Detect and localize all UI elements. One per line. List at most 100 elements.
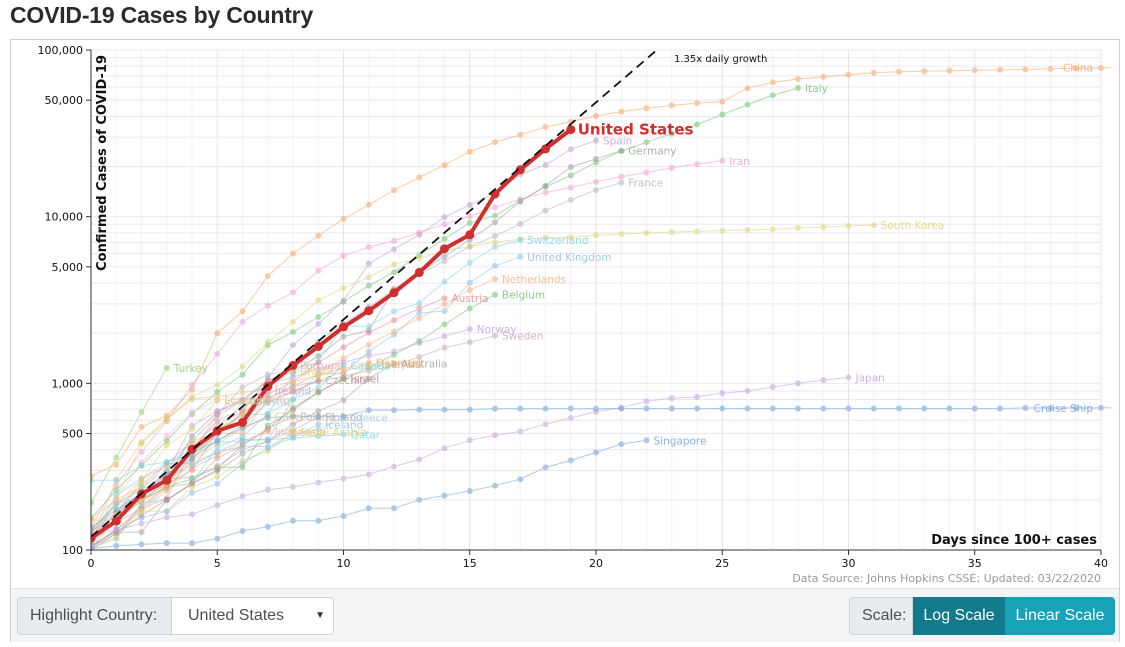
data-point <box>517 220 524 227</box>
series-iceland[interactable] <box>88 421 322 551</box>
data-point <box>391 187 397 194</box>
data-point <box>214 330 221 337</box>
data-point <box>238 417 247 427</box>
data-point <box>971 67 978 74</box>
data-point <box>769 79 776 86</box>
data-point <box>340 475 347 482</box>
data-point <box>138 541 145 548</box>
data-point <box>466 202 473 208</box>
data-point <box>288 360 298 370</box>
data-point <box>365 282 372 289</box>
data-point <box>416 354 423 360</box>
data-point <box>567 414 574 421</box>
data-point <box>1098 404 1104 411</box>
series-japan[interactable] <box>88 374 852 550</box>
series-ecuador[interactable] <box>88 397 221 546</box>
series-line-switzerland <box>91 239 521 541</box>
data-point <box>315 365 322 372</box>
data-point <box>315 479 322 486</box>
data-point <box>163 508 170 515</box>
data-point <box>391 237 397 244</box>
data-point <box>290 328 296 335</box>
data-point <box>416 340 423 346</box>
data-point <box>567 146 574 153</box>
data-point <box>492 233 498 239</box>
data-point <box>492 405 498 412</box>
series-label-pakistan: Pakistan <box>250 397 294 409</box>
data-point <box>719 227 726 234</box>
y-tick-label: 5,000 <box>52 261 84 274</box>
series-label-singapore: Singapore <box>654 435 707 447</box>
series-south-korea[interactable] <box>88 222 877 550</box>
data-point <box>694 228 700 235</box>
data-point <box>466 243 473 250</box>
data-point <box>214 397 221 404</box>
log-scale-button[interactable]: Log Scale <box>913 597 1005 635</box>
data-point <box>189 540 195 547</box>
data-point <box>1022 404 1029 411</box>
data-point <box>239 460 246 467</box>
data-point <box>441 344 448 351</box>
data-point <box>340 344 347 351</box>
series-cruise-ship[interactable] <box>88 404 1119 532</box>
data-point <box>264 428 271 435</box>
data-point <box>264 445 271 451</box>
data-point <box>795 76 801 82</box>
data-point <box>340 397 347 404</box>
data-point <box>567 184 574 191</box>
data-point <box>618 405 625 412</box>
data-point <box>290 378 296 385</box>
series-saudi-arabia[interactable] <box>88 428 296 551</box>
data-point <box>618 173 625 180</box>
series-singapore[interactable] <box>88 437 650 551</box>
data-point <box>138 462 145 469</box>
series-label-iran: Iran <box>729 156 750 168</box>
data-point <box>870 405 877 412</box>
y-tick-label: 100 <box>62 544 83 557</box>
data-point <box>364 306 374 316</box>
data-point <box>214 480 221 487</box>
data-point <box>138 508 145 515</box>
data-point <box>214 407 221 414</box>
data-point <box>315 413 322 420</box>
series-label-france: France <box>628 178 663 190</box>
data-point <box>567 196 574 203</box>
series-label-israel: Israel <box>351 373 380 385</box>
data-point <box>391 463 397 470</box>
data-point <box>214 452 221 459</box>
data-point <box>492 139 498 146</box>
data-point <box>517 196 524 203</box>
data-point <box>290 250 296 257</box>
data-point <box>870 222 877 229</box>
series-label-norway: Norway <box>477 324 517 336</box>
data-point <box>542 207 549 214</box>
highlight-country-select[interactable]: United States ▼ <box>171 597 334 635</box>
scale-label: Scale: <box>849 597 913 635</box>
series-label-portugal: Portugal <box>300 360 344 372</box>
data-point <box>441 333 448 340</box>
data-point <box>719 390 726 397</box>
data-point <box>315 353 322 360</box>
data-point <box>214 474 221 480</box>
data-point <box>971 405 978 412</box>
data-point <box>441 301 448 307</box>
data-point <box>315 408 322 415</box>
data-point <box>441 258 448 264</box>
data-point <box>391 317 397 324</box>
data-point <box>517 405 524 412</box>
series-iran[interactable] <box>88 157 726 530</box>
data-point <box>997 405 1003 412</box>
data-point <box>795 224 801 231</box>
data-point <box>391 407 397 414</box>
data-point <box>593 178 599 185</box>
axes: 0 5 10 15 20 25 30 35 40 100 500 1,000 5,000 10,000 50… <box>38 44 1109 570</box>
x-tick-label: 30 <box>842 557 856 570</box>
data-point <box>997 66 1003 73</box>
data-point <box>315 433 322 440</box>
cases-chart: 0 5 10 15 20 25 30 35 40 100 500 1,000 5,000 10,000 50… <box>38 44 1119 585</box>
linear-scale-button[interactable]: Linear Scale <box>1005 597 1115 635</box>
series-label-greece: Greece <box>351 412 388 424</box>
trend-path <box>91 50 659 538</box>
data-point <box>1047 404 1054 411</box>
